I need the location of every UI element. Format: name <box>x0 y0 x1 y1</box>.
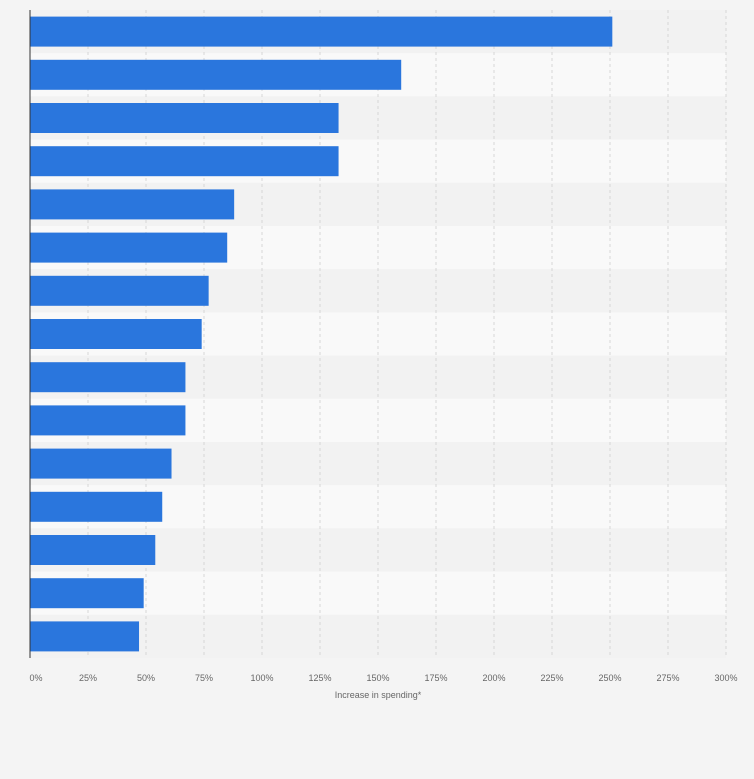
bar <box>30 535 156 565</box>
x-tick-label: 300% <box>714 673 737 683</box>
bar <box>30 189 235 220</box>
bar <box>30 232 228 263</box>
x-tick-label: 200% <box>482 673 505 683</box>
x-tick-label: 0% <box>29 673 42 683</box>
x-tick-label: 50% <box>137 673 155 683</box>
bars <box>30 16 613 652</box>
x-tick-label: 125% <box>308 673 331 683</box>
x-tick-labels: 0% 25% 50% 75% 100% 125% 150% 175% 200% 225% 250% 2… <box>29 673 737 683</box>
bar <box>30 59 402 90</box>
x-axis-title: Increase in spending* <box>335 690 422 700</box>
bar <box>30 621 140 652</box>
bar <box>30 319 202 349</box>
bar <box>30 578 144 609</box>
bar <box>30 362 186 393</box>
x-tick-label: 25% <box>79 673 97 683</box>
x-tick-label: 150% <box>366 673 389 683</box>
x-tick-label: 75% <box>195 673 213 683</box>
x-tick-label: 100% <box>250 673 273 683</box>
x-tick-label: 225% <box>540 673 563 683</box>
x-tick-label: 250% <box>598 673 621 683</box>
x-tick-label: 175% <box>424 673 447 683</box>
bar <box>30 103 339 133</box>
bar <box>30 146 339 177</box>
x-tick-label: 275% <box>656 673 679 683</box>
bar <box>30 405 186 436</box>
bar <box>30 491 163 522</box>
bar <box>30 448 172 479</box>
bar <box>30 275 209 306</box>
bar <box>30 16 613 47</box>
